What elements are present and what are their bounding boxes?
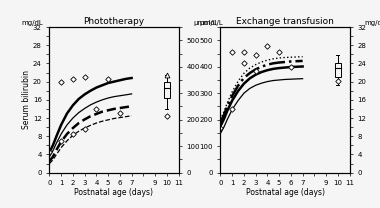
Text: mg/dL: mg/dL	[364, 20, 380, 26]
Title: Phototherapy: Phototherapy	[84, 17, 144, 26]
Bar	[335, 63, 341, 77]
Text: μmol/L: μmol/L	[194, 20, 217, 26]
X-axis label: Postnatal age (days): Postnatal age (days)	[74, 188, 154, 197]
Title: Exchange transfusion: Exchange transfusion	[236, 17, 334, 26]
Y-axis label: Serum bilirubin: Serum bilirubin	[22, 70, 32, 129]
Text: mg/dL: mg/dL	[21, 20, 43, 26]
Text: μmol/L: μmol/L	[200, 20, 223, 26]
X-axis label: Postnatal age (days): Postnatal age (days)	[245, 188, 325, 197]
Bar	[164, 82, 170, 98]
